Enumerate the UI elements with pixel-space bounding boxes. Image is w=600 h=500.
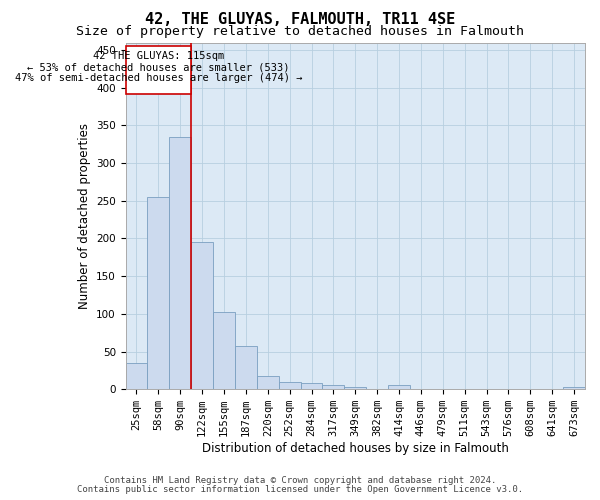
- Bar: [563, 387, 585, 389]
- Bar: [148, 197, 169, 389]
- Text: Size of property relative to detached houses in Falmouth: Size of property relative to detached ho…: [76, 25, 524, 38]
- Text: 42 THE GLUYAS: 115sqm: 42 THE GLUYAS: 115sqm: [93, 51, 224, 61]
- Bar: [322, 386, 344, 389]
- Text: ← 53% of detached houses are smaller (533): ← 53% of detached houses are smaller (53…: [27, 62, 290, 72]
- Bar: [344, 387, 366, 389]
- Bar: [278, 382, 301, 389]
- X-axis label: Distribution of detached houses by size in Falmouth: Distribution of detached houses by size …: [202, 442, 509, 455]
- Bar: [257, 376, 278, 389]
- Y-axis label: Number of detached properties: Number of detached properties: [77, 123, 91, 309]
- Bar: [213, 312, 235, 389]
- Bar: [169, 136, 191, 389]
- Text: 42, THE GLUYAS, FALMOUTH, TR11 4SE: 42, THE GLUYAS, FALMOUTH, TR11 4SE: [145, 12, 455, 28]
- Bar: [191, 242, 213, 389]
- FancyBboxPatch shape: [125, 46, 191, 94]
- Text: 47% of semi-detached houses are larger (474) →: 47% of semi-detached houses are larger (…: [14, 74, 302, 84]
- Bar: [235, 346, 257, 389]
- Bar: [301, 383, 322, 389]
- Bar: [388, 386, 410, 389]
- Bar: [125, 363, 148, 389]
- Text: Contains HM Land Registry data © Crown copyright and database right 2024.: Contains HM Land Registry data © Crown c…: [104, 476, 496, 485]
- Text: Contains public sector information licensed under the Open Government Licence v3: Contains public sector information licen…: [77, 485, 523, 494]
